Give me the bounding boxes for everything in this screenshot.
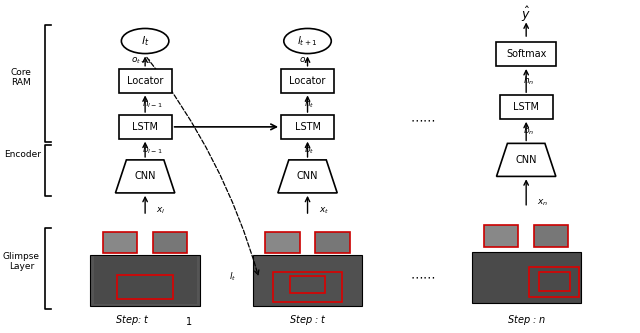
Text: Softmax: Softmax bbox=[506, 49, 547, 59]
Text: Encoder: Encoder bbox=[4, 151, 41, 160]
Text: Locator: Locator bbox=[127, 76, 163, 86]
Circle shape bbox=[122, 28, 169, 54]
Text: Step : $n$: Step : $n$ bbox=[507, 313, 546, 327]
FancyBboxPatch shape bbox=[534, 225, 568, 246]
FancyBboxPatch shape bbox=[118, 115, 172, 139]
Text: Locator: Locator bbox=[289, 76, 326, 86]
Text: $\cdots\cdots$: $\cdots\cdots$ bbox=[410, 271, 436, 284]
FancyBboxPatch shape bbox=[500, 95, 553, 119]
Text: Step: $t$: Step: $t$ bbox=[115, 313, 150, 327]
FancyBboxPatch shape bbox=[90, 255, 200, 306]
Text: Step : $t$: Step : $t$ bbox=[289, 313, 326, 327]
Text: LSTM: LSTM bbox=[132, 122, 158, 132]
Text: CNN: CNN bbox=[134, 171, 156, 181]
FancyBboxPatch shape bbox=[103, 232, 138, 253]
FancyBboxPatch shape bbox=[253, 255, 362, 306]
FancyBboxPatch shape bbox=[281, 69, 334, 93]
Text: $x_t$: $x_t$ bbox=[319, 206, 329, 216]
Text: $\hat{y}$: $\hat{y}$ bbox=[521, 5, 531, 24]
FancyBboxPatch shape bbox=[266, 232, 300, 253]
Text: $h_n$: $h_n$ bbox=[523, 74, 534, 87]
Text: LSTM: LSTM bbox=[294, 122, 321, 132]
Text: $o_{t-1}$: $o_{t-1}$ bbox=[131, 56, 152, 66]
Circle shape bbox=[284, 28, 332, 54]
Text: Glimpse
Layer: Glimpse Layer bbox=[3, 252, 40, 271]
Text: $l_t$: $l_t$ bbox=[229, 271, 236, 283]
FancyBboxPatch shape bbox=[93, 256, 196, 304]
FancyBboxPatch shape bbox=[316, 232, 349, 253]
FancyBboxPatch shape bbox=[484, 225, 518, 246]
Text: CNN: CNN bbox=[297, 171, 318, 181]
FancyBboxPatch shape bbox=[281, 115, 334, 139]
FancyBboxPatch shape bbox=[472, 251, 581, 303]
FancyBboxPatch shape bbox=[497, 42, 556, 66]
Text: $b_{l-1}$: $b_{l-1}$ bbox=[142, 143, 163, 156]
Text: $x_l$: $x_l$ bbox=[156, 206, 166, 216]
Text: Core
RAM: Core RAM bbox=[11, 68, 32, 87]
Text: $h_{l-1}$: $h_{l-1}$ bbox=[142, 98, 163, 110]
Text: $b_n$: $b_n$ bbox=[523, 125, 534, 138]
Text: LSTM: LSTM bbox=[513, 102, 539, 112]
Text: $h_t$: $h_t$ bbox=[305, 98, 315, 110]
Text: $x_n$: $x_n$ bbox=[538, 197, 548, 208]
Text: $1$: $1$ bbox=[185, 315, 193, 327]
Text: $l_t$: $l_t$ bbox=[141, 34, 149, 48]
Text: $\cdots\cdots$: $\cdots\cdots$ bbox=[410, 114, 436, 127]
Text: $l_{t+1}$: $l_{t+1}$ bbox=[297, 34, 318, 48]
Polygon shape bbox=[497, 144, 556, 176]
Polygon shape bbox=[278, 160, 337, 193]
Text: CNN: CNN bbox=[515, 155, 537, 165]
Text: $b_t$: $b_t$ bbox=[305, 143, 315, 156]
Text: $o_t$: $o_t$ bbox=[300, 56, 310, 66]
FancyBboxPatch shape bbox=[118, 69, 172, 93]
FancyBboxPatch shape bbox=[153, 232, 188, 253]
Polygon shape bbox=[115, 160, 175, 193]
